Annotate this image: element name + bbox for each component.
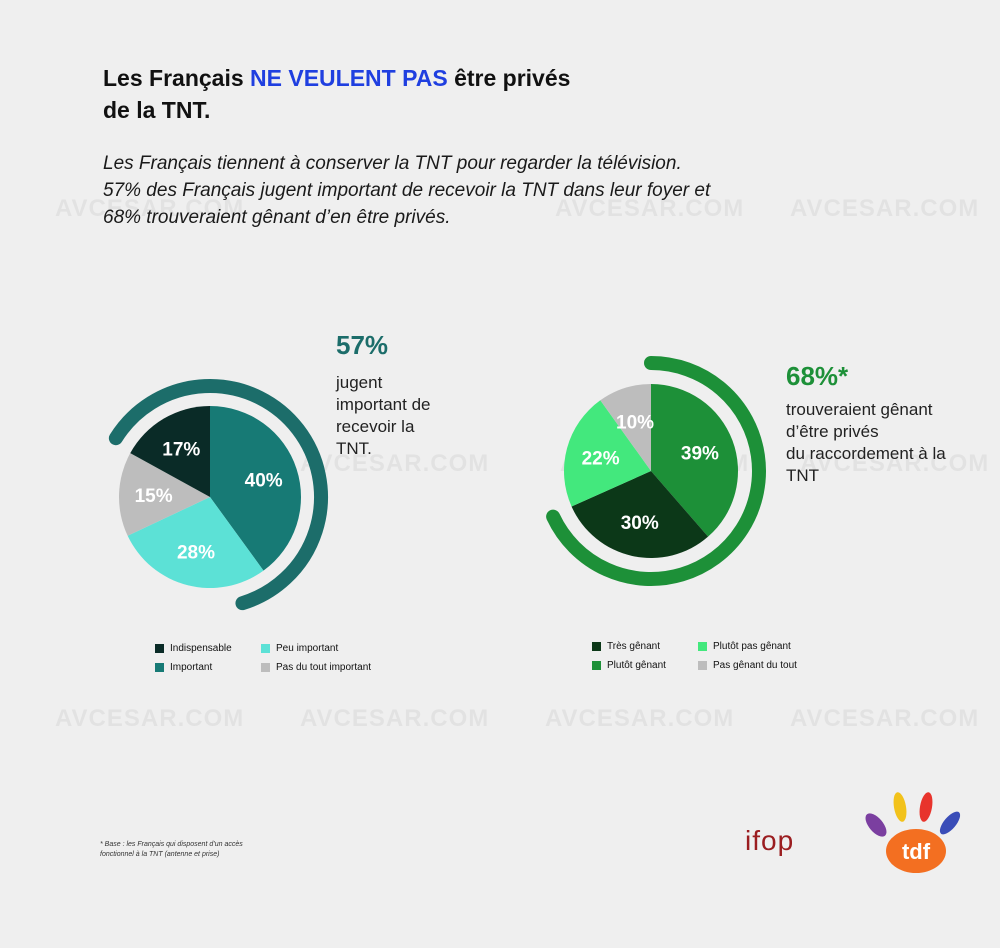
chart2-text-line: TNT (786, 466, 820, 485)
legend-item: Peu important (261, 643, 381, 654)
slice-value-label: 17% (162, 439, 200, 460)
slice-value-label: 30% (621, 513, 659, 534)
chart2-headline-value: 68%* (786, 361, 849, 391)
chart1-legend: Indispensable Peu important Important Pa… (155, 643, 381, 673)
intro-line: 68% trouveraient gênant d’en être privés… (103, 207, 451, 228)
tdf-logo-text: tdf (902, 839, 931, 864)
tdf-logo-palm (886, 829, 946, 873)
legend-label: Plutôt gênant (607, 660, 666, 671)
pie-slice-peu-important (127, 497, 264, 589)
watermark: AVCESAR.COM (555, 195, 745, 222)
legend-swatch (698, 661, 707, 670)
chart2-text-line: du raccordement à la (786, 444, 946, 463)
footnote-line: * Base : les Français qui disposent d’un… (100, 841, 243, 848)
legend-item: Plutôt gênant (592, 660, 692, 671)
tdf-logo: tdf (865, 792, 961, 873)
slice-value-label: 28% (177, 543, 215, 564)
chart2-highlight-ring (546, 356, 766, 586)
chart2-legend: Très gênant Plutôt pas gênant Plutôt gên… (592, 641, 818, 671)
pie-slice-indispensable (130, 406, 210, 497)
title-suffix: être privés (447, 65, 571, 91)
intro-line: 57% des Français jugent important de rec… (103, 180, 711, 201)
pie-slice-plut-t-pas-g-nant (563, 400, 651, 507)
legend-label: Pas gênant du tout (713, 660, 797, 671)
page-title: Les Français NE VEULENT PAS être privés … (103, 62, 570, 126)
chart1-text-line: TNT. (336, 439, 372, 458)
legend-label: Pas du tout important (276, 662, 372, 673)
legend-swatch (155, 644, 164, 653)
watermark: AVCESAR.COM (55, 705, 245, 732)
title-accent: NE VEULENT PAS (250, 65, 448, 91)
legend-swatch (261, 644, 270, 653)
chart2-text-line: trouveraient gênant (786, 400, 933, 419)
legend-label: Peu important (276, 643, 339, 654)
chart1-headline-text: jugent important de recevoir la TNT. (336, 372, 431, 460)
footnote-line: fonctionnel à la TNT (antenne et prise) (100, 851, 220, 858)
intro-text: Les Français tiennent à conserver la TNT… (103, 150, 893, 231)
watermark: AVCESAR.COM (545, 705, 735, 732)
pie-slice-plut-t-g-nant (651, 384, 738, 537)
legend-swatch (592, 661, 601, 670)
ifop-logo: ifop (745, 825, 795, 856)
chart2-headline-text: trouveraient gênant d’être privés du rac… (786, 399, 946, 487)
intro-line: Les Français tiennent à conserver la TNT… (103, 153, 682, 174)
legend-swatch (698, 642, 707, 651)
legend-label: Indispensable (170, 643, 232, 654)
slice-value-label: 22% (582, 448, 620, 469)
chart2-text-line: d’être privés (786, 422, 879, 441)
footnote: * Base : les Français qui disposent d’un… (100, 840, 280, 860)
watermark: AVCESAR.COM (55, 195, 245, 222)
pie-slice-pas-g-nant-du-tout (600, 384, 651, 471)
chart1-text-line: jugent (336, 373, 383, 392)
watermark: AVCESAR.COM (300, 705, 490, 732)
slice-value-label: 10% (616, 412, 654, 433)
slice-value-label: 15% (135, 486, 173, 507)
chart1-text-line: important de (336, 395, 431, 414)
watermark: AVCESAR.COM (300, 450, 490, 477)
pie-slice-important (210, 406, 301, 571)
chart1-headline-value: 57% (336, 330, 389, 360)
watermark: AVCESAR.COM (800, 450, 990, 477)
legend-swatch (261, 663, 270, 672)
legend-item: Pas gênant du tout (698, 660, 818, 671)
watermark: AVCESAR.COM (790, 195, 980, 222)
legend-item: Pas du tout important (261, 662, 381, 673)
legend-label: Plutôt pas gênant (713, 641, 791, 652)
title-prefix: Les Français (103, 65, 251, 91)
title-line2: de la TNT. (103, 97, 211, 123)
legend-item: Indispensable (155, 643, 255, 654)
legend-item: Plutôt pas gênant (698, 641, 818, 652)
legend-item: Important (155, 662, 255, 673)
slice-value-label: 39% (681, 444, 719, 465)
slice-value-label: 40% (245, 471, 283, 492)
tdf-logo-fingers (865, 792, 961, 837)
pie-slice-pas-du-tout-important (119, 453, 210, 536)
legend-swatch (592, 642, 601, 651)
watermark: AVCESAR.COM (790, 705, 980, 732)
legend-label: Très gênant (607, 641, 660, 652)
legend-label: Important (170, 662, 213, 673)
legend-swatch (155, 663, 164, 672)
chart1-highlight-ring (108, 379, 328, 611)
pie-slice-tr-s-g-nant (571, 471, 709, 558)
legend-item: Très gênant (592, 641, 692, 652)
chart1-text-line: recevoir la (336, 417, 415, 436)
